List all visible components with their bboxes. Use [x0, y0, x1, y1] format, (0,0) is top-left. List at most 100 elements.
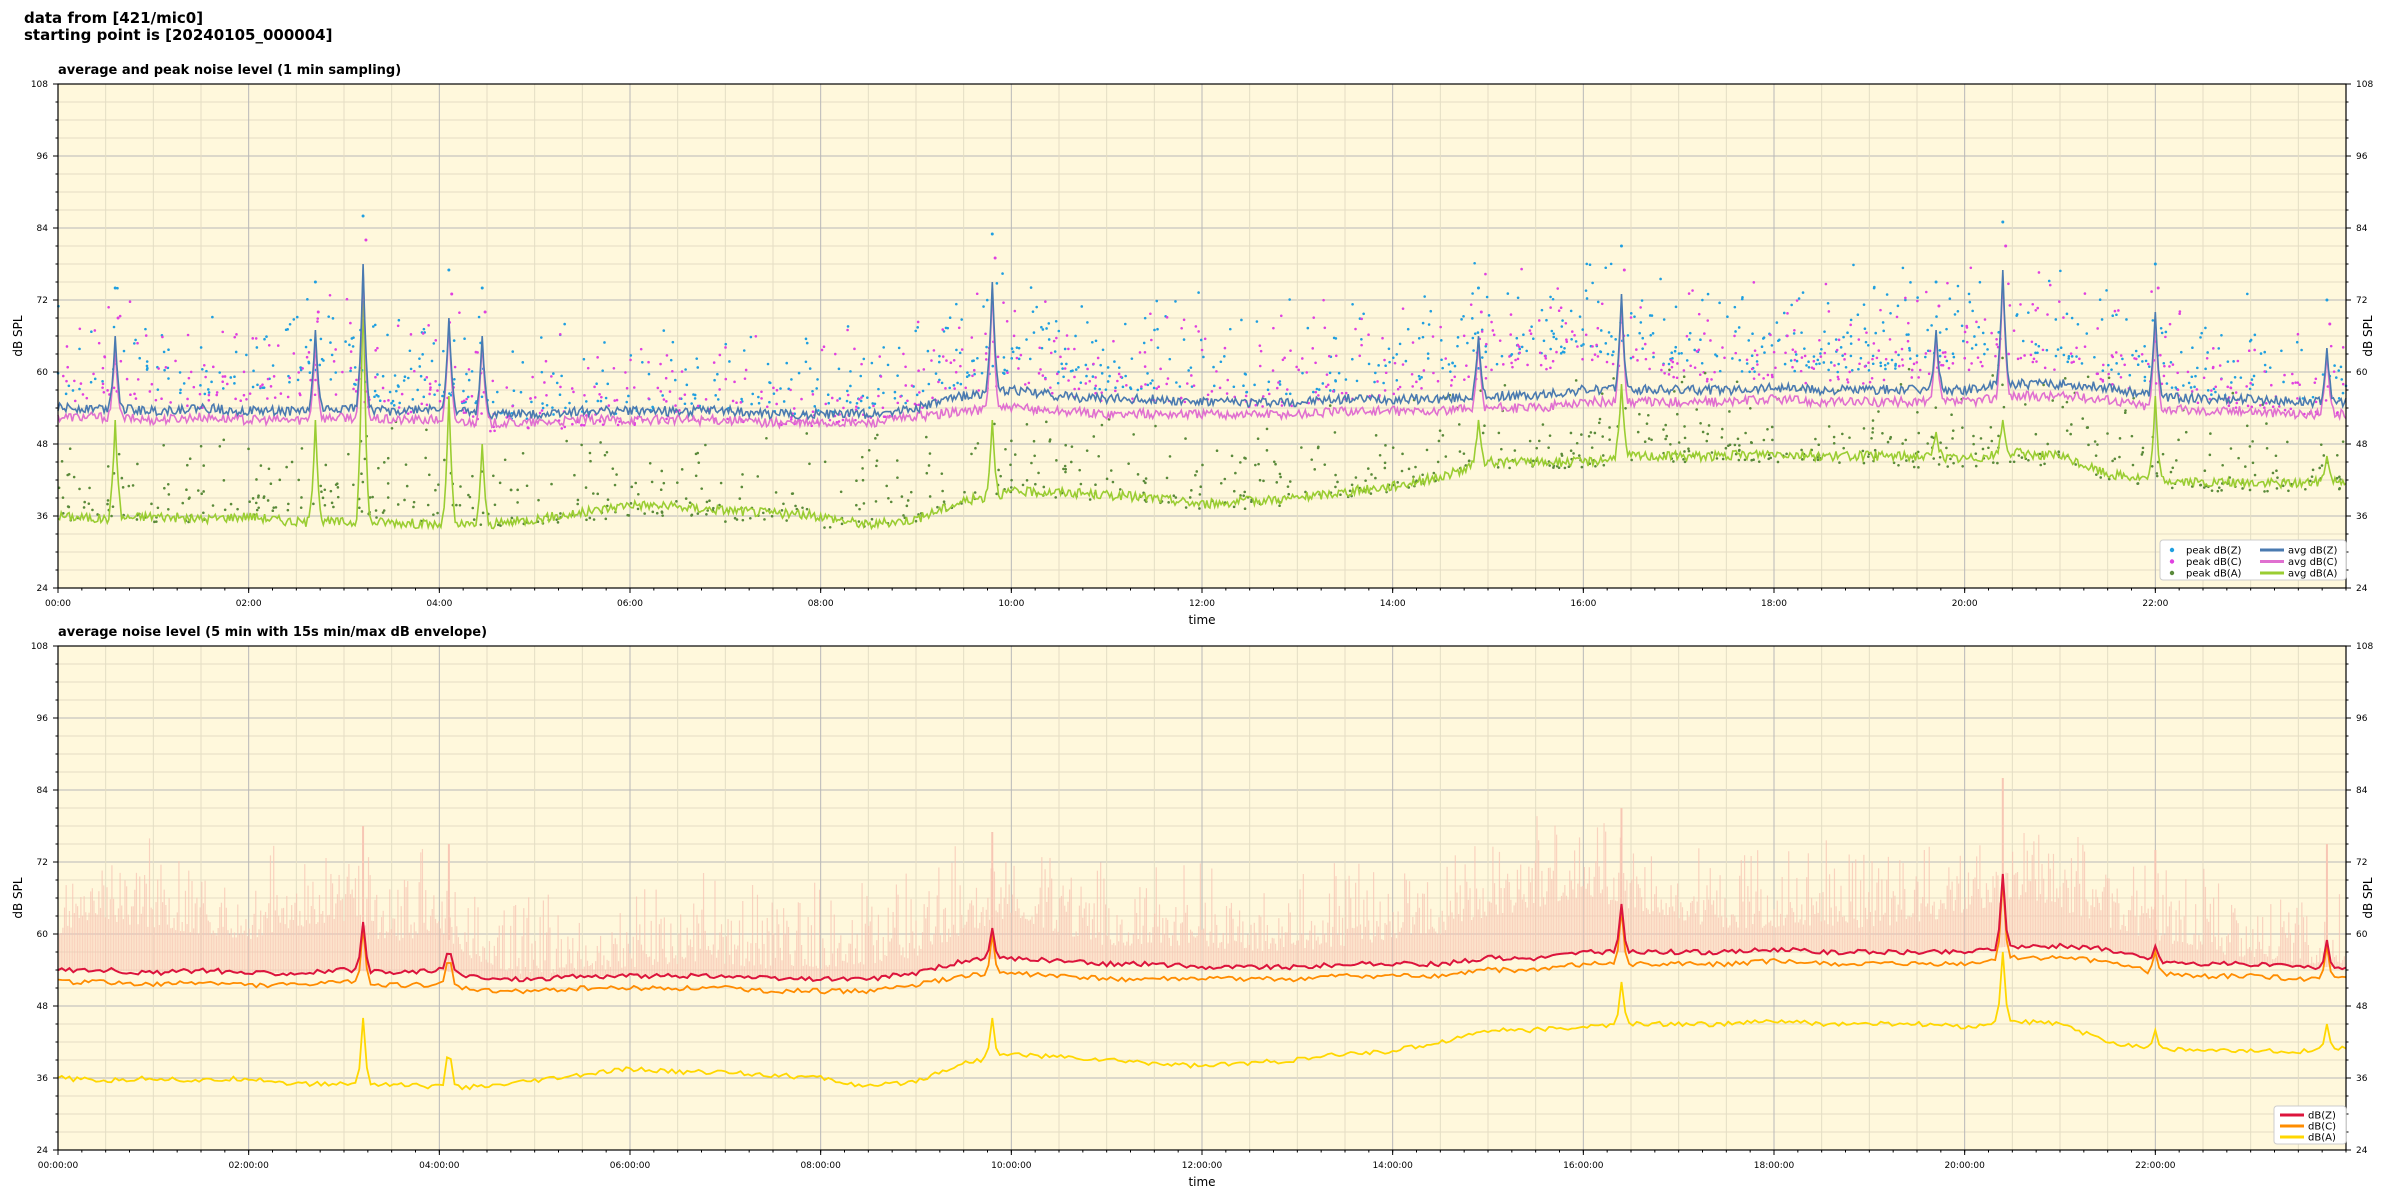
peak-dot: [1064, 443, 1067, 447]
x-tick-label: 04:00:00: [419, 1161, 460, 1171]
plot-avg-peak: average and peak noise level (1 min samp…: [11, 63, 2375, 627]
peak-dot: [1762, 336, 1766, 339]
peak-dot: [1750, 458, 1753, 462]
peak-dot: [433, 393, 436, 396]
peak-dot: [1074, 368, 1078, 371]
peak-dot: [1585, 262, 1589, 266]
peak-dot: [1842, 446, 1845, 450]
peak-dot: [1733, 305, 1737, 309]
peak-dot: [867, 448, 871, 452]
peak-dot: [2159, 326, 2163, 330]
peak-dot: [1641, 336, 1645, 340]
peak-dot: [2337, 369, 2341, 372]
peak-dot: [2271, 471, 2275, 475]
peak-dot: [1793, 328, 1796, 332]
peak-dot: [857, 406, 860, 410]
peak-dot: [1545, 318, 1548, 322]
peak-dot: [89, 380, 93, 384]
peak-dot: [1593, 353, 1597, 356]
peak-dot: [895, 459, 899, 462]
peak-dot: [1674, 345, 1678, 349]
peak-dot: [1889, 312, 1892, 315]
peak-dot: [742, 349, 746, 352]
peak-dot: [917, 369, 920, 373]
y-tick-label-right: 96: [2356, 152, 2368, 162]
peak-dot: [615, 473, 618, 476]
legend-label: peak dB(C): [2186, 557, 2242, 568]
peak-dot: [1297, 368, 1300, 372]
peak-dot: [1483, 424, 1486, 427]
peak-dot: [1595, 343, 1598, 347]
peak-dot: [351, 345, 355, 348]
peak-dot: [963, 490, 966, 494]
peak-dot: [229, 376, 233, 379]
peak-dot: [1199, 485, 1203, 489]
peak-dot: [300, 447, 304, 450]
peak-dot: [498, 481, 502, 485]
peak-dot: [751, 392, 755, 396]
peak-dot: [427, 324, 430, 327]
peak-dot: [477, 315, 481, 319]
peak-dot: [1691, 289, 1694, 292]
peak-dot: [1437, 439, 1441, 443]
peak-dot: [1872, 342, 1876, 345]
peak-dot: [1182, 338, 1186, 341]
peak-dot: [2110, 368, 2113, 371]
peak-dot: [316, 320, 319, 323]
peak-dot: [877, 387, 880, 391]
peak-dot: [1107, 418, 1111, 421]
peak-dot: [1907, 333, 1910, 336]
peak-dot: [1643, 342, 1647, 346]
peak-dot: [1770, 344, 1774, 347]
peak-dot: [1325, 373, 1329, 376]
peak-dot: [1369, 492, 1373, 495]
x-tick-label: 22:00: [2142, 599, 2168, 609]
peak-dot: [1748, 370, 1751, 374]
peak-dot: [225, 382, 229, 386]
peak-dot: [1476, 331, 1480, 334]
peak-dot: [1090, 340, 1094, 344]
peak-dot: [211, 315, 214, 319]
peak-dot: [1879, 361, 1882, 365]
peak-dot: [2253, 473, 2257, 477]
peak-dot: [206, 388, 210, 391]
peak-dot: [1044, 300, 1047, 303]
peak-dot: [2253, 348, 2256, 352]
peak-dot: [2204, 326, 2207, 330]
peak-dot: [1174, 300, 1177, 303]
peak-dot: [1687, 447, 1690, 451]
legend-label: peak dB(A): [2186, 569, 2242, 580]
peak-dot: [2309, 479, 2312, 483]
peak-dot: [1048, 440, 1052, 443]
peak-dot: [398, 401, 401, 405]
peak-dot: [2338, 475, 2341, 479]
peak-dot: [1565, 340, 1569, 344]
peak-dot: [395, 389, 398, 393]
peak-dot: [795, 507, 799, 511]
peak-dot: [551, 406, 554, 409]
peak-dot: [2093, 440, 2097, 443]
peak-dot: [331, 317, 335, 320]
peak-dot: [937, 380, 940, 384]
peak-dot: [576, 498, 580, 502]
peak-dot: [1458, 450, 1462, 453]
peak-dot: [1894, 364, 1897, 367]
peak-dot: [1351, 357, 1354, 361]
peak-dot: [2131, 353, 2134, 357]
peak-dot: [381, 374, 385, 378]
peak-dot: [940, 381, 944, 385]
peak-dot: [1092, 435, 1096, 438]
peak-dot: [1660, 368, 1663, 372]
peak-dot: [1972, 434, 1975, 438]
peak-dot: [1400, 469, 1404, 473]
peak-dot: [586, 366, 590, 370]
peak-dot: [2287, 489, 2290, 493]
peak-dot: [1200, 348, 1204, 352]
peak-dot: [1849, 323, 1852, 327]
y-tick-label: 72: [37, 296, 48, 306]
peak-dot: [1858, 362, 1861, 366]
peak-dot: [1094, 339, 1098, 343]
peak-dot: [93, 377, 97, 381]
peak-dot: [1956, 309, 1960, 313]
peak-dot: [374, 349, 377, 352]
